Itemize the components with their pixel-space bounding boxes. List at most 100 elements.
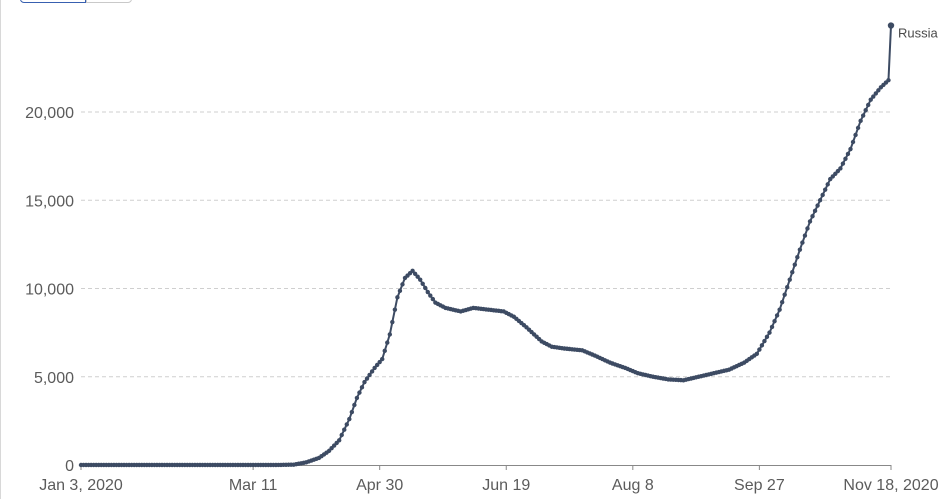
series-end-point (887, 22, 895, 29)
data-point (886, 78, 891, 83)
data-point (871, 94, 876, 99)
data-point (417, 277, 423, 282)
y-tick-label: 20,000 (25, 105, 74, 122)
chart-view-tab[interactable] (20, 0, 86, 3)
data-point (382, 348, 387, 354)
data-point (769, 324, 775, 330)
data-point (336, 438, 342, 443)
data-point (850, 139, 856, 145)
data-point (412, 271, 418, 276)
data-point (815, 203, 820, 208)
data-point (807, 219, 813, 224)
data-point (364, 376, 370, 381)
x-tick-label: Jun 19 (482, 477, 530, 494)
data-point (762, 338, 767, 344)
data-point (362, 379, 367, 385)
data-point (428, 293, 433, 298)
data-point (787, 277, 792, 282)
data-point (774, 313, 780, 318)
data-point (342, 427, 347, 432)
data-point (377, 359, 382, 365)
data-point (372, 365, 377, 371)
data-point (390, 319, 395, 325)
data-point (822, 187, 828, 192)
data-point (805, 226, 810, 231)
data-point (359, 385, 365, 390)
data-point (795, 254, 800, 260)
data-point (339, 432, 344, 438)
data-point (868, 97, 873, 102)
data-point (845, 151, 851, 157)
y-tick-label: 15,000 (25, 193, 74, 210)
view-toggle-group (20, 0, 132, 3)
grid-lines (81, 111, 891, 378)
data-point (785, 284, 790, 290)
data-point (354, 395, 360, 401)
data-point (397, 288, 403, 294)
data-point (848, 146, 853, 152)
data-point (387, 332, 393, 337)
data-point (876, 88, 881, 93)
x-tick-label: Nov 18, 2020 (843, 477, 938, 494)
data-point (764, 334, 770, 340)
data-point (820, 192, 825, 198)
x-tick-label: Sep 27 (734, 477, 785, 494)
data-point (410, 268, 415, 274)
data-point (843, 156, 848, 161)
x-tick-label: Jan 3, 2020 (39, 477, 123, 494)
data-point (385, 340, 390, 345)
data-point (380, 356, 385, 362)
panel-left-border (0, 0, 1, 499)
data-point (420, 281, 425, 286)
data-point (759, 343, 765, 348)
data-point (817, 198, 823, 203)
data-point (800, 240, 805, 245)
data-point (812, 208, 818, 214)
y-tick-label: 5,000 (34, 370, 74, 387)
y-tick-label: 10,000 (25, 282, 74, 299)
x-tick-label: Mar 11 (229, 477, 278, 494)
data-point (782, 292, 787, 297)
data-point (357, 390, 362, 395)
data-point (367, 372, 372, 378)
data-point (866, 102, 871, 108)
data-point (430, 296, 436, 302)
data-point (860, 113, 866, 118)
series-russia: Russia (78, 22, 939, 468)
data-point (369, 369, 375, 374)
y-tick-label: 0 (65, 458, 74, 475)
data-point (838, 166, 843, 171)
data-point (423, 285, 428, 291)
data-point (777, 307, 782, 312)
data-point (792, 262, 798, 267)
data-point (374, 362, 380, 368)
data-point (352, 402, 357, 408)
data-point (825, 182, 830, 187)
x-tick-label: Aug 8 (612, 477, 654, 494)
data-point (873, 91, 879, 96)
series-label-russia: Russia (898, 26, 939, 41)
data-point (810, 213, 815, 219)
data-point (415, 274, 420, 279)
data-point (790, 269, 795, 275)
data-point (840, 161, 846, 166)
data-point (425, 289, 430, 295)
x-tick-label: Apr 30 (356, 477, 403, 494)
data-point (855, 125, 861, 131)
data-point (858, 118, 863, 124)
data-point (802, 233, 808, 238)
data-point (395, 295, 400, 300)
x-axis-labels: Jan 3, 2020 Mar 11 Apr 30 Jun 19 Aug 8 Sep 27… (39, 477, 939, 494)
data-point (797, 247, 803, 252)
data-point (757, 347, 762, 352)
y-axis-labels: 0 5,000 10,000 15,000 20,000 (25, 105, 74, 475)
data-point (772, 318, 777, 324)
data-point (754, 351, 760, 357)
data-point (853, 132, 858, 138)
data-point (863, 108, 868, 113)
data-point (400, 282, 405, 287)
data-point (767, 330, 772, 335)
data-point (347, 416, 352, 422)
data-point (779, 299, 785, 305)
